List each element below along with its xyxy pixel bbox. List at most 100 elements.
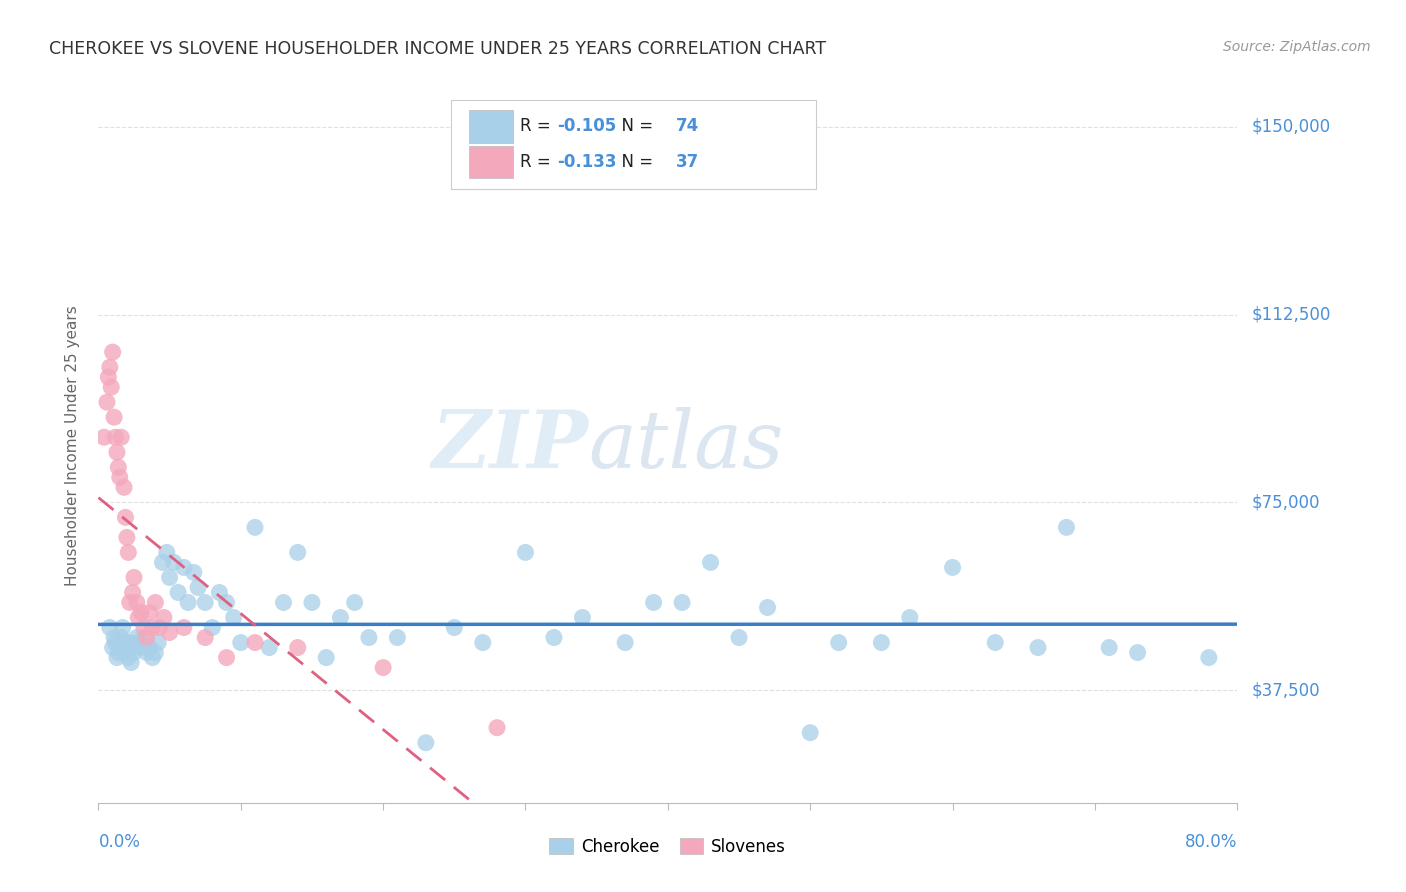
- FancyBboxPatch shape: [451, 100, 815, 189]
- Text: $75,000: $75,000: [1251, 493, 1320, 511]
- Point: [215, 650, 238, 665]
- Point: [97, 370, 120, 384]
- Point: [443, 621, 465, 635]
- Point: [93, 430, 115, 444]
- Point: [118, 635, 141, 649]
- Point: [120, 656, 142, 670]
- Text: 37: 37: [676, 153, 699, 171]
- Point: [194, 595, 217, 609]
- Point: [287, 640, 309, 655]
- Point: [699, 556, 721, 570]
- Text: $150,000: $150,000: [1251, 118, 1330, 136]
- Point: [614, 635, 637, 649]
- Point: [105, 650, 128, 665]
- Text: N =: N =: [612, 118, 658, 136]
- Point: [1126, 646, 1149, 660]
- Point: [127, 635, 149, 649]
- Point: [543, 631, 565, 645]
- Point: [125, 631, 148, 645]
- Point: [122, 570, 145, 584]
- Point: [127, 610, 149, 624]
- Point: [387, 631, 409, 645]
- Point: [870, 635, 893, 649]
- Text: $37,500: $37,500: [1251, 681, 1320, 699]
- Point: [167, 585, 190, 599]
- Point: [112, 480, 135, 494]
- Point: [942, 560, 965, 574]
- Point: [115, 530, 138, 544]
- Point: [173, 621, 195, 635]
- Point: [101, 345, 124, 359]
- Point: [222, 610, 245, 624]
- Text: R =: R =: [520, 118, 555, 136]
- Text: -0.105: -0.105: [557, 118, 617, 136]
- Point: [152, 556, 174, 570]
- Point: [98, 621, 121, 635]
- Point: [110, 631, 132, 645]
- Point: [671, 595, 693, 609]
- Point: [117, 650, 139, 665]
- Point: [187, 581, 209, 595]
- Point: [215, 595, 238, 609]
- Point: [104, 635, 127, 649]
- Legend: Cherokee, Slovenes: Cherokee, Slovenes: [543, 831, 793, 863]
- Point: [111, 621, 134, 635]
- Text: R =: R =: [520, 153, 555, 171]
- Point: [229, 635, 252, 649]
- Point: [141, 650, 163, 665]
- FancyBboxPatch shape: [468, 145, 513, 178]
- Point: [105, 445, 128, 459]
- Point: [153, 610, 176, 624]
- Point: [132, 621, 155, 635]
- Point: [643, 595, 665, 609]
- Point: [343, 595, 366, 609]
- Point: [114, 646, 136, 660]
- Point: [486, 721, 509, 735]
- Point: [103, 631, 125, 645]
- Point: [159, 570, 181, 584]
- Point: [898, 610, 921, 624]
- Point: [121, 640, 143, 655]
- Point: [728, 631, 751, 645]
- Point: [129, 606, 152, 620]
- Point: [183, 566, 205, 580]
- Text: atlas: atlas: [588, 408, 783, 484]
- Point: [415, 736, 437, 750]
- Point: [117, 545, 139, 559]
- Point: [115, 640, 138, 655]
- Point: [1056, 520, 1078, 534]
- Point: [107, 460, 129, 475]
- Point: [159, 625, 181, 640]
- Point: [101, 640, 124, 655]
- Point: [129, 640, 152, 655]
- Point: [201, 621, 224, 635]
- Point: [373, 660, 395, 674]
- Point: [799, 725, 821, 739]
- Point: [471, 635, 494, 649]
- Point: [163, 556, 186, 570]
- Point: [108, 640, 131, 655]
- Text: CHEROKEE VS SLOVENE HOUSEHOLDER INCOME UNDER 25 YEARS CORRELATION CHART: CHEROKEE VS SLOVENE HOUSEHOLDER INCOME U…: [49, 40, 827, 58]
- Point: [112, 635, 135, 649]
- Point: [141, 621, 163, 635]
- Point: [145, 646, 167, 660]
- Point: [108, 470, 131, 484]
- Point: [118, 595, 141, 609]
- Point: [315, 650, 337, 665]
- Text: 80.0%: 80.0%: [1185, 833, 1237, 851]
- Point: [138, 606, 160, 620]
- Point: [98, 360, 121, 375]
- Text: Source: ZipAtlas.com: Source: ZipAtlas.com: [1223, 40, 1371, 54]
- Point: [110, 430, 132, 444]
- Point: [756, 600, 779, 615]
- Point: [357, 631, 380, 645]
- Point: [259, 640, 281, 655]
- Point: [103, 410, 125, 425]
- Point: [107, 646, 129, 660]
- Point: [173, 560, 195, 574]
- Point: [145, 595, 167, 609]
- Point: [243, 520, 266, 534]
- Point: [114, 510, 136, 524]
- Point: [156, 545, 179, 559]
- Point: [148, 635, 170, 649]
